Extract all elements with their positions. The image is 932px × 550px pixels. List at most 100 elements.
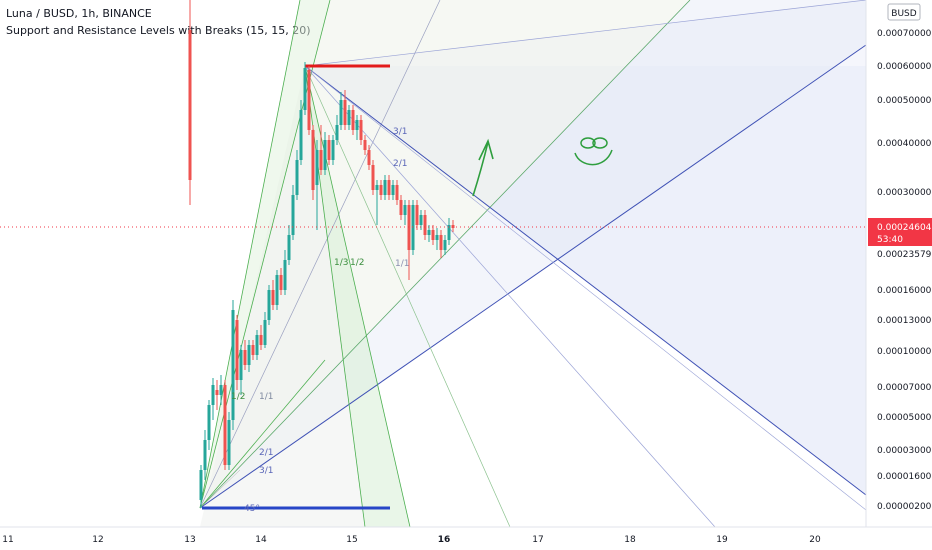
last-price-value: 0.00024604 (877, 223, 932, 233)
time-tick-label: 13 (184, 535, 195, 545)
time-tick-label: 16 (438, 535, 451, 545)
candle-body (199, 470, 203, 500)
candle-body (399, 200, 403, 215)
fan-label: 1/1 (395, 259, 409, 269)
fan-line (304, 65, 411, 528)
price-tick-label: 0.00010000 (877, 347, 932, 357)
candle-body (247, 345, 251, 365)
candle-body (231, 310, 235, 420)
fan-label: 2/1 (259, 448, 273, 458)
price-scale-bg (866, 0, 932, 527)
candle-body (371, 165, 375, 190)
candle-body (383, 180, 387, 195)
candle-body (219, 385, 223, 395)
candle-body (379, 185, 383, 195)
price-tick-label: 0.00050000 (877, 96, 932, 106)
time-scale[interactable]: 11 12 13 14 15 16 17 18 19 20 (2, 535, 821, 545)
time-tick-label: 12 (92, 535, 103, 545)
candle-body (303, 68, 307, 110)
candle-body (335, 125, 339, 140)
time-tick-label: 19 (716, 535, 728, 545)
candle-body (395, 185, 399, 200)
fan-line (199, 44, 867, 509)
fan-regions (200, 0, 866, 527)
candle-body (343, 100, 347, 125)
fan-label: 2/1 (393, 159, 407, 169)
price-tick-label: 0.00030000 (877, 188, 932, 198)
candle-body (367, 150, 371, 165)
candle-body (307, 70, 311, 130)
candle-body (287, 235, 291, 260)
fan-line (304, 65, 716, 528)
fan-line (304, 65, 366, 528)
candle-body (311, 130, 315, 190)
candle-body (207, 405, 211, 440)
candle-body (203, 440, 207, 470)
currency-badge-box[interactable] (887, 3, 921, 21)
candle-body (431, 230, 435, 240)
candle-body (391, 185, 395, 195)
candle-body (215, 390, 219, 395)
fan-label: 1/2 (231, 392, 245, 402)
chart-title: Luna / BUSD, 1h, BINANCE (6, 7, 152, 20)
indicator-label[interactable]: Support and Resistance Levels with Break… (6, 24, 311, 37)
time-tick-label: 11 (2, 535, 13, 545)
candle-body (359, 120, 363, 140)
fan-line (304, 65, 867, 496)
candle-body (319, 150, 323, 170)
candle-body (403, 205, 407, 215)
candle-body (351, 110, 355, 130)
price-scale[interactable]: 0.00070000 0.00060000 0.00050000 0.00040000… (877, 29, 932, 512)
candle-body (275, 275, 279, 305)
candle-body (439, 235, 443, 250)
fan-label: 1/1 (259, 392, 273, 402)
candle-body (259, 335, 263, 345)
candle-body (239, 350, 243, 380)
candle-body (427, 230, 431, 235)
candle-body (339, 100, 343, 125)
candle-body (415, 205, 419, 225)
candle-body (283, 260, 287, 290)
candle-body (323, 140, 327, 170)
fan-line (199, 0, 441, 509)
candle-body (435, 235, 439, 240)
candle-body (291, 195, 295, 235)
candle-body (443, 240, 447, 250)
candle-body (188, 30, 192, 180)
low-marker-tag (868, 247, 932, 260)
candle-body (331, 140, 335, 160)
time-tick-label: 18 (624, 535, 636, 545)
fan-line (199, 469, 241, 509)
time-tick-label: 20 (809, 535, 821, 545)
candle-body (423, 215, 427, 235)
price-tick-label: 0.00016000 (877, 286, 932, 296)
candle-body (271, 290, 275, 305)
candle-body (223, 385, 227, 465)
candle-body (387, 180, 391, 195)
candle-body (327, 140, 331, 160)
candle-body (243, 350, 247, 365)
price-tick-label: 0.00001600 (877, 472, 932, 482)
fan-label: 3/1 (393, 127, 407, 137)
fan-line (304, 65, 511, 528)
price-tick-label: 0.00000200 (877, 502, 932, 512)
smiley-face-annotation[interactable] (574, 137, 613, 166)
candle-body (279, 275, 283, 290)
arrow-up-annotation[interactable] (472, 138, 494, 197)
countdown: 53:40 (877, 235, 903, 245)
candle-body (251, 345, 255, 355)
candle-body (227, 420, 231, 465)
candle-body (355, 120, 359, 130)
last-price-tag (868, 218, 932, 246)
fan-label: 1/3 (334, 258, 348, 268)
time-tick-label: 17 (532, 535, 543, 545)
candle-body (211, 385, 215, 405)
fan-line (199, 359, 326, 509)
time-tick-label: 15 (346, 535, 357, 545)
currency-badge[interactable]: BUSD (891, 9, 916, 19)
candle-body (347, 110, 351, 125)
candle-body (267, 290, 271, 320)
price-tick-label: 0.00013000 (877, 316, 932, 326)
fan-line (199, 0, 301, 509)
